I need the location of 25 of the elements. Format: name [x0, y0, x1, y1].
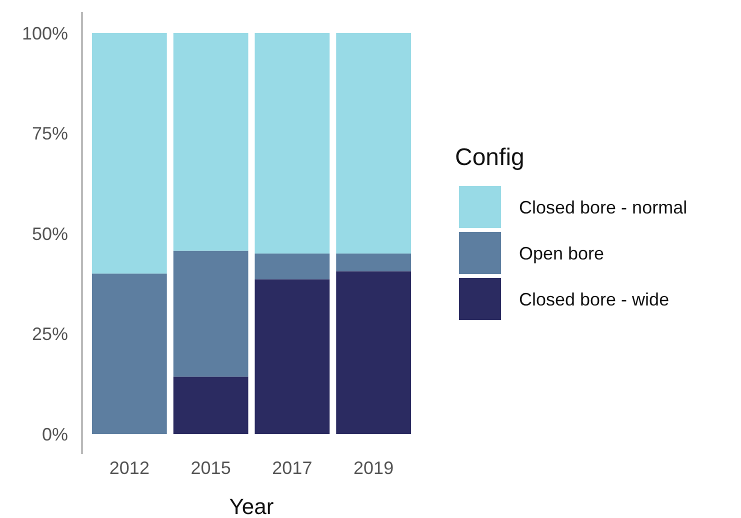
bar [254, 33, 330, 254]
legend-label: Closed bore - normal [519, 197, 688, 218]
x-tick-label: 2017 [272, 458, 312, 478]
x-tick-label: 2012 [109, 458, 150, 478]
y-tick-label: 50% [32, 224, 68, 244]
bar [336, 254, 411, 272]
bar [254, 254, 330, 280]
y-tick-label: 100% [22, 23, 68, 44]
bar [173, 33, 248, 251]
x-axis-title: Year [229, 494, 274, 518]
legend-label: Closed bore - wide [519, 289, 670, 310]
y-tick-label: 25% [32, 324, 68, 344]
bar [92, 274, 167, 434]
x-tick-label: 2019 [354, 458, 394, 478]
bar [173, 376, 248, 434]
bar [336, 271, 411, 434]
legend-label: Open bore [519, 243, 604, 264]
x-tick-label: 2015 [190, 458, 231, 478]
bar [92, 33, 167, 274]
y-tick-label: 0% [42, 424, 68, 444]
legend-title: Config [455, 144, 524, 171]
bar [254, 279, 330, 434]
bar [336, 33, 411, 254]
bar [173, 250, 248, 377]
y-tick-label: 75% [32, 124, 68, 144]
